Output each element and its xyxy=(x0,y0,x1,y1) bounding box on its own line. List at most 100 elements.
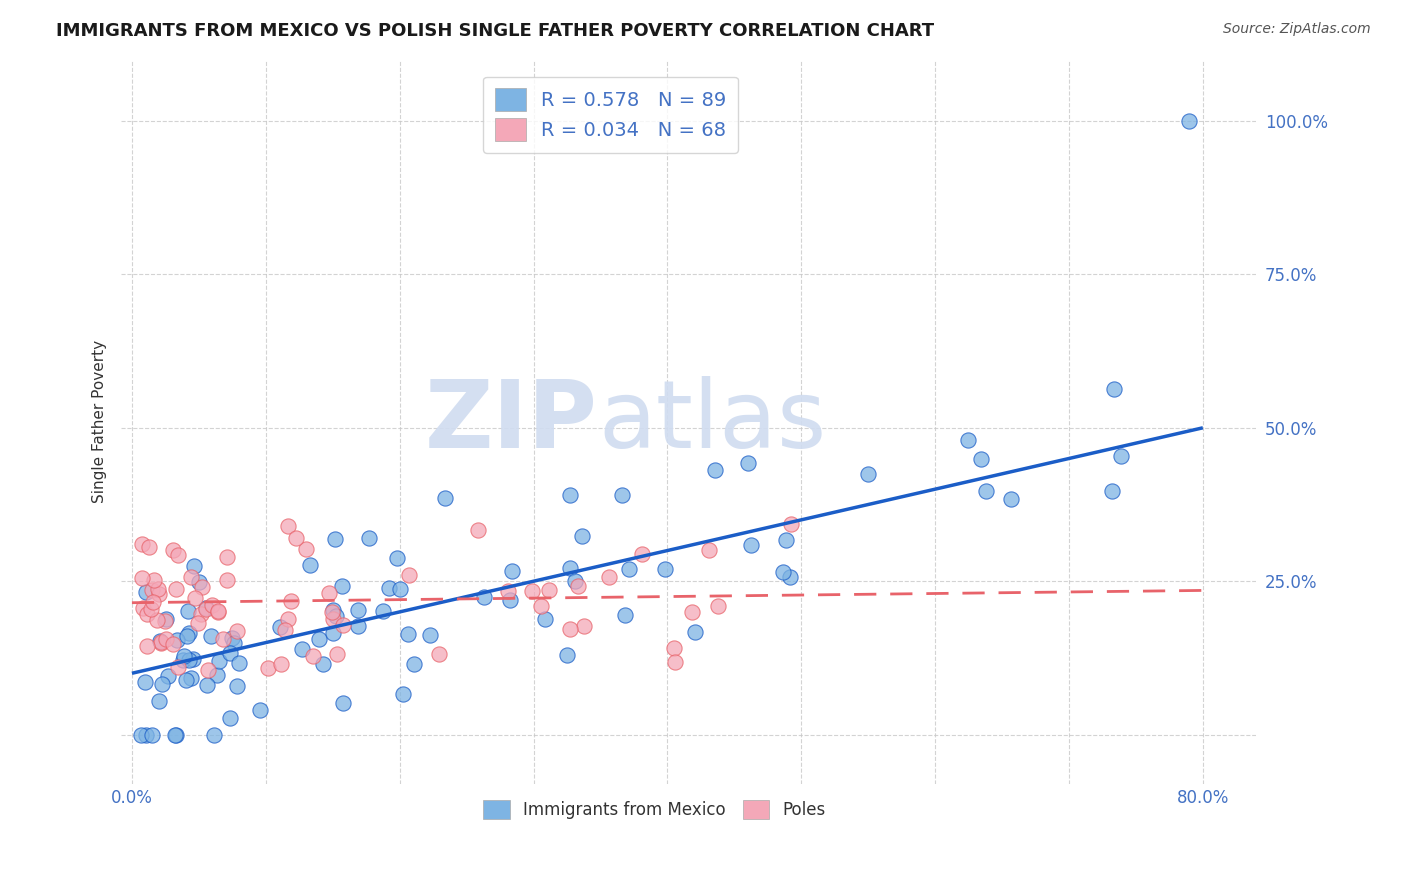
Point xyxy=(558,561,581,575)
Point xyxy=(277,518,299,533)
Point xyxy=(683,624,706,639)
Point xyxy=(703,463,725,477)
Point xyxy=(148,694,170,708)
Point xyxy=(856,467,879,482)
Point xyxy=(322,612,344,626)
Point xyxy=(269,620,291,634)
Point xyxy=(195,602,218,616)
Point xyxy=(172,653,194,667)
Point xyxy=(598,570,620,584)
Point xyxy=(155,632,177,646)
Point xyxy=(219,711,242,725)
Point xyxy=(1178,114,1201,128)
Point xyxy=(181,652,204,666)
Point xyxy=(148,587,170,601)
Point xyxy=(534,612,557,626)
Point xyxy=(166,660,188,674)
Point xyxy=(347,618,370,632)
Point xyxy=(176,629,198,643)
Point xyxy=(772,566,794,580)
Point xyxy=(190,607,212,621)
Point xyxy=(270,657,292,671)
Point xyxy=(571,529,593,543)
Text: atlas: atlas xyxy=(598,376,827,467)
Point xyxy=(775,533,797,548)
Y-axis label: Single Father Poverty: Single Father Poverty xyxy=(93,340,107,503)
Point xyxy=(1102,382,1125,396)
Point xyxy=(139,601,162,615)
Point xyxy=(141,728,163,742)
Point xyxy=(149,634,172,648)
Point xyxy=(434,491,457,505)
Point xyxy=(347,603,370,617)
Point xyxy=(740,538,762,552)
Point xyxy=(191,580,214,594)
Point xyxy=(681,605,703,619)
Point xyxy=(174,673,197,687)
Point xyxy=(1109,449,1132,463)
Point xyxy=(207,605,229,619)
Point xyxy=(205,668,228,682)
Point xyxy=(183,558,205,573)
Point xyxy=(321,605,343,619)
Point xyxy=(530,599,553,613)
Point xyxy=(664,641,686,656)
Point xyxy=(135,585,157,599)
Point xyxy=(177,625,200,640)
Point xyxy=(135,607,157,621)
Point xyxy=(419,628,441,642)
Point xyxy=(138,541,160,555)
Point xyxy=(567,579,589,593)
Point xyxy=(299,558,322,572)
Point xyxy=(325,608,347,623)
Point xyxy=(219,646,242,660)
Point xyxy=(974,484,997,499)
Point xyxy=(155,614,177,628)
Point xyxy=(217,573,239,587)
Point xyxy=(332,618,354,632)
Point xyxy=(613,607,636,622)
Point xyxy=(180,570,202,584)
Point xyxy=(1000,491,1022,506)
Point xyxy=(295,541,318,556)
Point xyxy=(330,579,353,593)
Point xyxy=(207,604,229,618)
Point xyxy=(555,648,578,663)
Point xyxy=(322,626,344,640)
Point xyxy=(496,584,519,599)
Point xyxy=(277,612,299,626)
Point xyxy=(558,488,581,502)
Point xyxy=(387,550,409,565)
Point xyxy=(617,562,640,576)
Point xyxy=(208,654,231,668)
Point xyxy=(212,632,235,646)
Text: Source: ZipAtlas.com: Source: ZipAtlas.com xyxy=(1223,22,1371,37)
Point xyxy=(155,612,177,626)
Point xyxy=(520,583,543,598)
Point xyxy=(167,548,190,562)
Point xyxy=(150,636,173,650)
Point xyxy=(308,632,330,646)
Point xyxy=(131,570,153,584)
Point xyxy=(697,543,720,558)
Point xyxy=(187,615,209,630)
Point xyxy=(377,582,399,596)
Point xyxy=(631,548,654,562)
Point xyxy=(291,642,314,657)
Point xyxy=(131,601,153,615)
Point xyxy=(389,582,412,596)
Point xyxy=(150,635,173,649)
Point xyxy=(499,592,522,607)
Point xyxy=(302,649,325,664)
Point xyxy=(564,574,586,588)
Point xyxy=(215,550,238,565)
Point xyxy=(332,697,354,711)
Legend: Immigrants from Mexico, Poles: Immigrants from Mexico, Poles xyxy=(477,794,832,826)
Point xyxy=(165,728,187,742)
Point xyxy=(194,601,217,615)
Point xyxy=(221,631,243,645)
Point xyxy=(664,655,686,669)
Point xyxy=(187,574,209,589)
Point xyxy=(501,564,523,578)
Point xyxy=(146,582,169,597)
